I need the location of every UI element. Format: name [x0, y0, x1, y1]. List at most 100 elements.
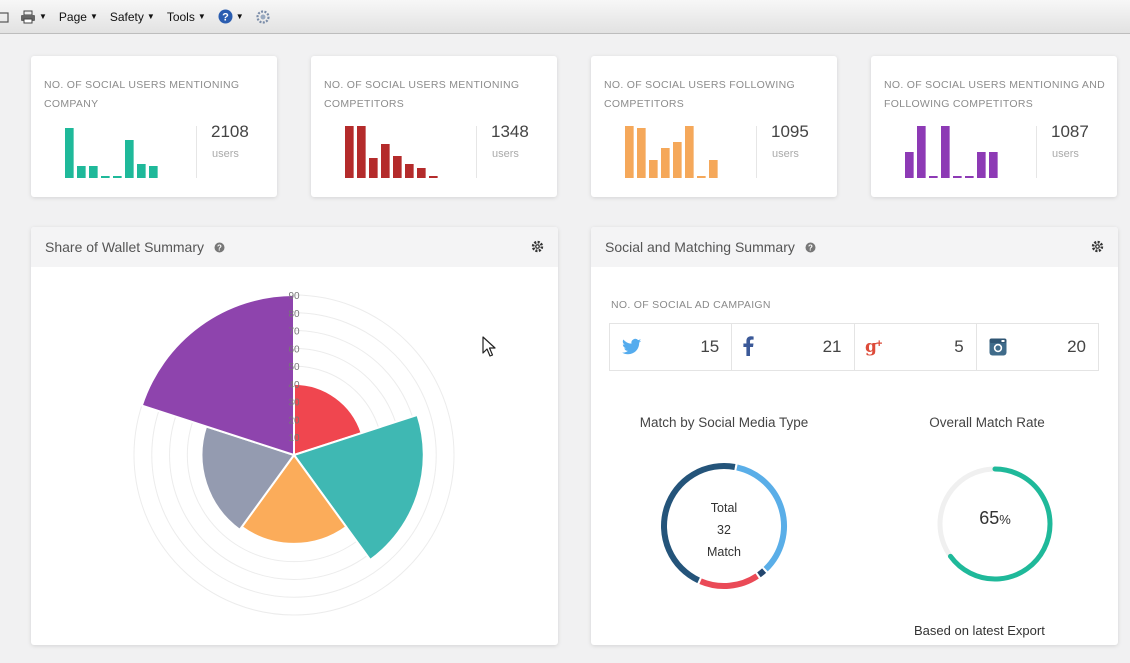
sparkline-bar [709, 160, 718, 178]
panel-title: Social and Matching Summary ? [605, 239, 816, 255]
sparkline-bar [345, 126, 354, 178]
stat-divider [756, 126, 757, 178]
polar-segment[interactable] [292, 413, 425, 562]
stat-card-company-mentions: NO. OF SOCIAL USERS MENTIONING COMPANY 2… [31, 56, 277, 197]
stat-sparkline [345, 126, 438, 178]
social-campaign-row: 15 21 g + 5 20 [609, 323, 1099, 371]
chevron-down-icon: ▼ [146, 12, 155, 21]
match-donut-center: Total 32 Match [684, 497, 764, 563]
page-menu[interactable]: Page ▼ [59, 10, 98, 24]
match-rate-title: Overall Match Rate [929, 415, 1045, 430]
sparkline-bar [661, 148, 670, 178]
tools-menu[interactable]: Tools ▼ [167, 10, 206, 24]
share-of-wallet-polar-chart: 90 80 70 60 50 40 30 20 10 [133, 291, 455, 616]
chevron-down-icon: ▼ [39, 12, 47, 21]
polar-tick-label: 50 [288, 362, 300, 373]
facebook-campaign-count: 21 [822, 337, 842, 356]
sparkline-bar [417, 168, 426, 178]
match-rate-value: 65 [979, 508, 1000, 528]
stat-card-competitor-mentions: NO. OF SOCIAL USERS MENTIONING COMPETITO… [311, 56, 557, 197]
chevron-down-icon: ▼ [235, 12, 244, 21]
email-icon[interactable] [0, 10, 10, 24]
help-icon[interactable]: ? [214, 242, 225, 253]
match-rate-center: 65% [955, 507, 1035, 531]
panel-title: Share of Wallet Summary ? [45, 239, 225, 255]
export-footer-note: Based on latest Export [914, 623, 1045, 638]
sparkline-bar [965, 176, 974, 178]
sparkline-bar [137, 164, 146, 178]
sparkline-bar [697, 176, 706, 178]
help-menu[interactable]: ? ▼ [218, 9, 244, 24]
match-center-line1: Total [710, 501, 738, 515]
stat-sparkline [625, 126, 718, 178]
help-icon[interactable]: ? [805, 242, 816, 253]
polar-segment[interactable] [200, 425, 296, 532]
polar-tick-label: 70 [288, 327, 300, 338]
sparkline-bar [685, 126, 694, 178]
sparkline-bar [953, 176, 962, 178]
panel-title-text: Social and Matching Summary [605, 239, 795, 255]
sparkline-bar [393, 156, 402, 178]
twitter-campaign-cell[interactable]: 15 [610, 324, 733, 370]
gear-icon[interactable] [531, 240, 544, 253]
match-by-type-title: Match by Social Media Type [639, 415, 809, 430]
sparkline-bar [77, 166, 86, 178]
stat-card-title: NO. OF SOCIAL USERS MENTIONING AND FOLLO… [884, 79, 1106, 110]
print-button[interactable]: ▼ [20, 10, 47, 24]
polar-segment[interactable] [293, 382, 363, 457]
stat-card-title: NO. OF SOCIAL USERS FOLLOWING COMPETITOR… [604, 79, 795, 110]
settings-cog-icon[interactable] [256, 9, 270, 24]
printer-icon [21, 10, 35, 23]
stat-unit: users [772, 148, 799, 160]
sparkline-bar [941, 126, 950, 178]
svg-text:?: ? [217, 244, 222, 253]
stat-value: 1348 [491, 122, 529, 141]
google-plus-campaign-cell[interactable]: g + 5 [855, 324, 977, 370]
gear-icon[interactable] [1091, 240, 1104, 253]
page-menu-label: Page [58, 9, 87, 24]
match-rate-ring [937, 466, 1053, 582]
rate-ring-progress [948, 466, 1053, 582]
sparkline-bar [905, 152, 914, 178]
instagram-campaign-cell[interactable]: 20 [977, 324, 1098, 370]
svg-text:?: ? [808, 244, 813, 253]
stat-divider [476, 126, 477, 178]
sparkline-bar [625, 126, 634, 178]
match-center-line3: Match [706, 545, 742, 559]
svg-text:g: g [865, 337, 877, 356]
sparkline-bar [113, 176, 122, 178]
stat-value: 2108 [211, 122, 249, 141]
polar-tick-label: 60 [288, 344, 300, 355]
sparkline-bar [929, 176, 938, 178]
polar-tick-label: 10 [288, 433, 300, 444]
stat-unit: users [1052, 148, 1079, 160]
help-circle-icon: ? [218, 9, 233, 24]
donut-segment[interactable] [757, 568, 767, 578]
stat-unit: users [212, 148, 239, 160]
match-center-total: 32 [717, 523, 731, 537]
sparkline-bar [989, 152, 998, 178]
sparkline-bar [125, 140, 134, 178]
instagram-icon [989, 338, 1007, 356]
donut-segment[interactable] [661, 463, 736, 584]
safety-menu[interactable]: Safety ▼ [110, 10, 155, 24]
stat-divider [1036, 126, 1037, 178]
sparkline-bar [429, 176, 438, 178]
polar-tick-label: 90 [288, 291, 300, 302]
facebook-campaign-cell[interactable]: 21 [732, 324, 855, 370]
match-rate-unit: % [999, 512, 1011, 527]
safety-menu-label: Safety [109, 9, 144, 24]
stat-card-competitor-followers: NO. OF SOCIAL USERS FOLLOWING COMPETITOR… [591, 56, 837, 197]
polar-segment[interactable] [140, 293, 295, 457]
sparkline-bar [673, 142, 682, 178]
stat-value: 1087 [1051, 122, 1089, 141]
polar-segment[interactable] [240, 453, 348, 545]
sparkline-bar [149, 166, 158, 178]
twitter-icon [622, 338, 642, 355]
sparkline-bar [649, 160, 658, 178]
sparkline-bar [369, 158, 378, 178]
donut-segment[interactable] [736, 464, 787, 572]
donut-segment[interactable] [699, 573, 759, 589]
stat-card-mention-and-follow: NO. OF SOCIAL USERS MENTIONING AND FOLLO… [871, 56, 1117, 197]
social-matching-panel: Social and Matching Summary ? NO. OF SOC… [591, 227, 1118, 645]
